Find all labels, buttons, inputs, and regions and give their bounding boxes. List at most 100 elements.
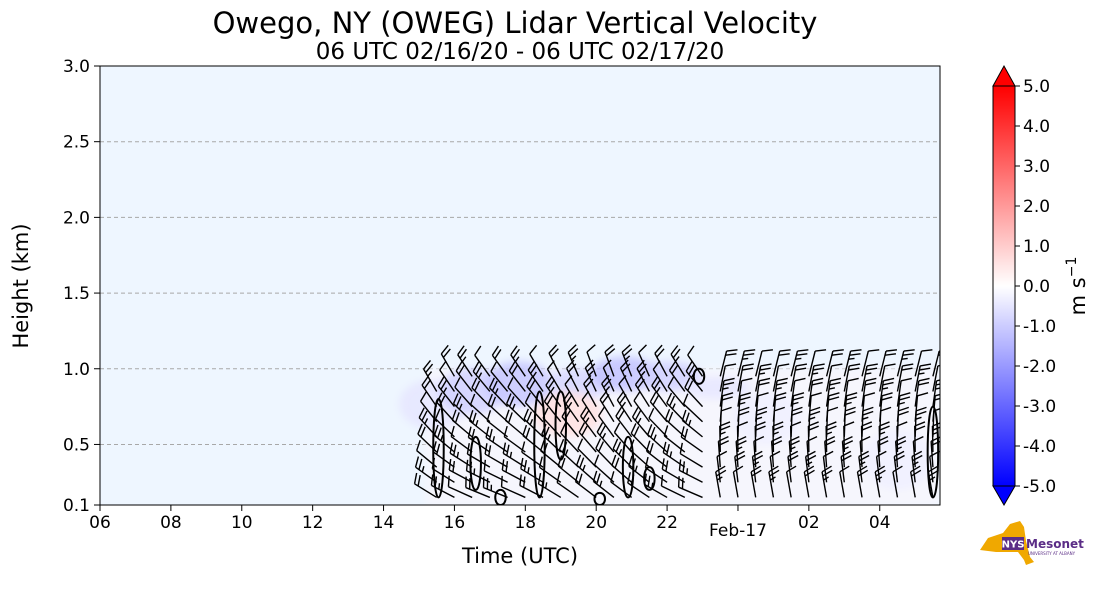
contour-line xyxy=(692,367,706,385)
barb-flag xyxy=(866,363,878,367)
barb-shaft xyxy=(843,380,849,407)
barb-flag xyxy=(614,457,620,469)
barb-flag xyxy=(506,444,510,456)
barb-flag xyxy=(843,421,855,427)
barb-flag xyxy=(578,473,583,485)
wind-barb xyxy=(732,465,744,498)
barb-flag xyxy=(686,468,689,475)
barb-shaft xyxy=(470,403,491,423)
barb-flag xyxy=(671,364,679,375)
barb-flag xyxy=(598,441,605,452)
barb-shaft xyxy=(790,365,797,392)
barb-flag xyxy=(421,466,425,473)
barb-flag xyxy=(831,363,843,367)
barb-flag xyxy=(685,361,693,372)
barb-flag xyxy=(574,470,580,482)
barb-flag xyxy=(653,434,657,441)
barb-flag xyxy=(668,360,677,371)
barb-flag xyxy=(791,410,803,416)
barb-flag xyxy=(761,349,773,352)
barb-flag xyxy=(740,392,752,397)
wind-barb xyxy=(437,376,455,408)
barb-flag xyxy=(759,367,771,371)
barb-shaft xyxy=(491,354,509,377)
barb-shaft xyxy=(526,385,544,408)
barb-flag xyxy=(529,418,534,426)
wind-barb xyxy=(631,407,650,438)
barb-flag xyxy=(901,357,908,360)
barb-shaft xyxy=(654,353,668,377)
wind-barb xyxy=(825,377,842,407)
barb-shaft xyxy=(715,471,721,498)
barb-flag xyxy=(610,471,615,483)
wind-barb xyxy=(932,350,940,377)
barb-flag xyxy=(586,344,596,353)
barb-shaft xyxy=(821,471,828,498)
wind-barb xyxy=(449,442,473,468)
x-tick-label: 08 xyxy=(160,513,182,533)
wind-barb xyxy=(754,392,769,422)
barb-flag xyxy=(627,472,631,484)
barb-flag xyxy=(434,408,441,420)
barb-flag xyxy=(500,475,503,487)
barb-flag xyxy=(847,377,859,382)
barb-flag xyxy=(547,434,551,441)
barb-shaft xyxy=(737,395,741,422)
barb-flag xyxy=(885,349,898,352)
wind-barb xyxy=(485,426,508,453)
barb-flag xyxy=(813,363,825,367)
barb-shaft xyxy=(583,383,597,407)
barb-flag xyxy=(726,349,738,352)
wind-barb xyxy=(447,475,473,499)
wind-barb xyxy=(769,450,781,483)
barb-flag xyxy=(419,391,427,402)
barb-flag xyxy=(910,465,921,473)
barb-shaft xyxy=(932,380,938,407)
barb-flag xyxy=(898,410,909,416)
barb-flag xyxy=(503,425,508,437)
barb-flag xyxy=(921,349,933,352)
barb-flag xyxy=(758,381,770,386)
barb-flag xyxy=(774,406,785,412)
barb-flag xyxy=(458,403,463,410)
barb-shaft xyxy=(932,350,940,377)
barb-flag xyxy=(423,379,432,389)
barb-shaft xyxy=(489,387,509,408)
y-tick-label: 0.1 xyxy=(63,496,90,516)
barb-flag xyxy=(666,444,670,456)
colorbar-tick-label: 1.0 xyxy=(1023,237,1050,257)
barb-flag xyxy=(524,392,531,403)
barb-flag xyxy=(586,363,596,373)
barb-flag xyxy=(882,381,894,386)
barb-flag xyxy=(567,401,573,408)
barb-flag xyxy=(457,345,465,356)
barb-shaft xyxy=(527,369,544,392)
barb-flag xyxy=(778,353,790,356)
barb-shaft xyxy=(510,354,526,377)
wind-barb xyxy=(592,470,615,498)
x-tick-label: 02 xyxy=(798,513,820,533)
wind-barb xyxy=(545,375,562,408)
barb-flag xyxy=(598,406,606,417)
barb-shaft xyxy=(474,354,491,377)
wind-barb xyxy=(557,455,579,483)
wind-barb xyxy=(593,454,615,483)
barb-flag xyxy=(899,392,911,397)
y-axis: 0.1 0.5 1.0 1.5 2.0 2.5 3.0 xyxy=(63,57,100,516)
barb-flag xyxy=(461,356,467,363)
barb-flag xyxy=(738,406,750,412)
barb-flag xyxy=(882,387,889,390)
barb-shaft xyxy=(683,403,704,423)
barb-shaft xyxy=(440,353,456,377)
barb-flag xyxy=(671,403,676,410)
barb-flag xyxy=(526,376,533,387)
wind-barb xyxy=(595,438,615,468)
barb-flag xyxy=(808,425,819,431)
wind-barb xyxy=(668,360,686,392)
barb-shaft xyxy=(667,386,686,408)
barb-shaft xyxy=(861,380,867,407)
colorbar-tick-label: 5.0 xyxy=(1023,77,1050,97)
barb-shaft xyxy=(632,416,650,438)
barb-shaft xyxy=(892,471,899,498)
barb-shaft xyxy=(648,417,668,438)
